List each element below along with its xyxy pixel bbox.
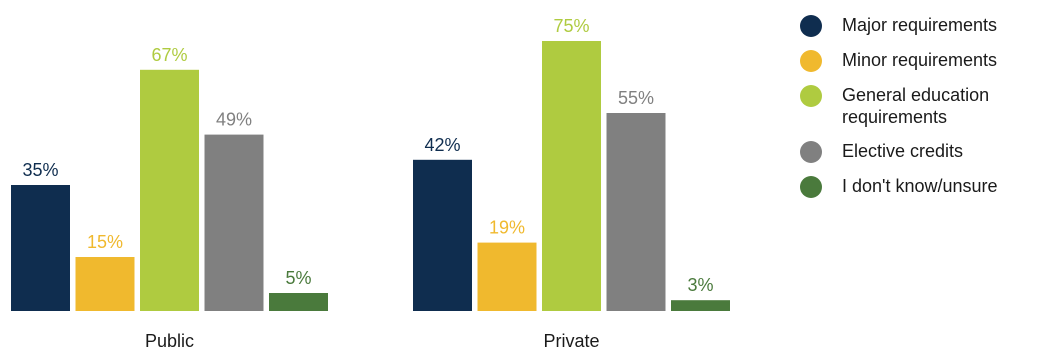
bar-private-minor-requirements xyxy=(477,242,537,311)
data-label-public-i-don-t-know-unsure: 5% xyxy=(285,268,311,288)
bar-private-major-requirements xyxy=(413,159,472,311)
data-label-private-elective-credits: 55% xyxy=(618,88,654,108)
legend-label-elective: Elective credits xyxy=(842,141,964,161)
data-label-private-major-requirements: 42% xyxy=(424,135,460,155)
legend-item-elective: Elective credits xyxy=(800,140,1047,163)
bar-private-elective-credits xyxy=(606,113,666,311)
legend-swatch-general-education xyxy=(800,85,822,107)
legend-label-unsure: I don't know/unsure xyxy=(842,176,998,196)
legend-label-general-education: General education requirements xyxy=(842,85,990,127)
bar-private-general-education-requirements xyxy=(542,41,601,311)
legend-item-major: Major requirements xyxy=(800,14,1047,37)
bar-chart: 35% 15% 67% 49% 5% Public 42% 19% 75% 55% 3% Privat… xyxy=(11,16,730,349)
bar-private-i-don-t-know-unsure xyxy=(671,300,730,311)
legend-swatch-major xyxy=(800,15,822,37)
data-label-private-general-education-requirements: 75% xyxy=(553,16,589,36)
legend-swatch-minor xyxy=(800,50,822,72)
legend-label-minor: Minor requirements xyxy=(842,50,998,70)
legend-item-minor: Minor requirements xyxy=(800,49,1047,72)
legend-item-general-education: General education requirements xyxy=(800,84,1047,128)
bar-public-i-don-t-know-unsure xyxy=(269,293,328,311)
legend-swatch-unsure xyxy=(800,176,822,198)
legend-label-major: Major requirements xyxy=(842,15,998,35)
data-label-private-i-don-t-know-unsure: 3% xyxy=(687,275,713,295)
bar-public-minor-requirements xyxy=(75,257,135,311)
data-label-public-minor-requirements: 15% xyxy=(87,232,123,252)
data-label-public-elective-credits: 49% xyxy=(216,110,252,130)
data-label-public-major-requirements: 35% xyxy=(22,160,58,180)
data-label-public-general-education-requirements: 67% xyxy=(151,45,187,65)
legend-item-unsure: I don't know/unsure xyxy=(800,175,1047,198)
data-label-private-minor-requirements: 19% xyxy=(489,218,525,238)
legend: Major requirements Minor requirements Ge… xyxy=(800,14,1047,210)
category-label-private: Private xyxy=(543,331,599,349)
category-label-public: Public xyxy=(145,331,194,349)
bar-public-elective-credits xyxy=(204,134,264,311)
bar-public-general-education-requirements xyxy=(140,69,199,311)
legend-swatch-elective xyxy=(800,141,822,163)
bar-public-major-requirements xyxy=(11,185,70,311)
